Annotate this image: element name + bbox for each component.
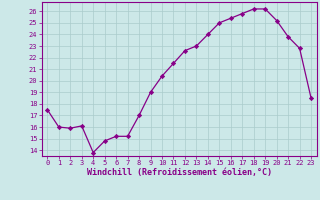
X-axis label: Windchill (Refroidissement éolien,°C): Windchill (Refroidissement éolien,°C) [87,168,272,177]
